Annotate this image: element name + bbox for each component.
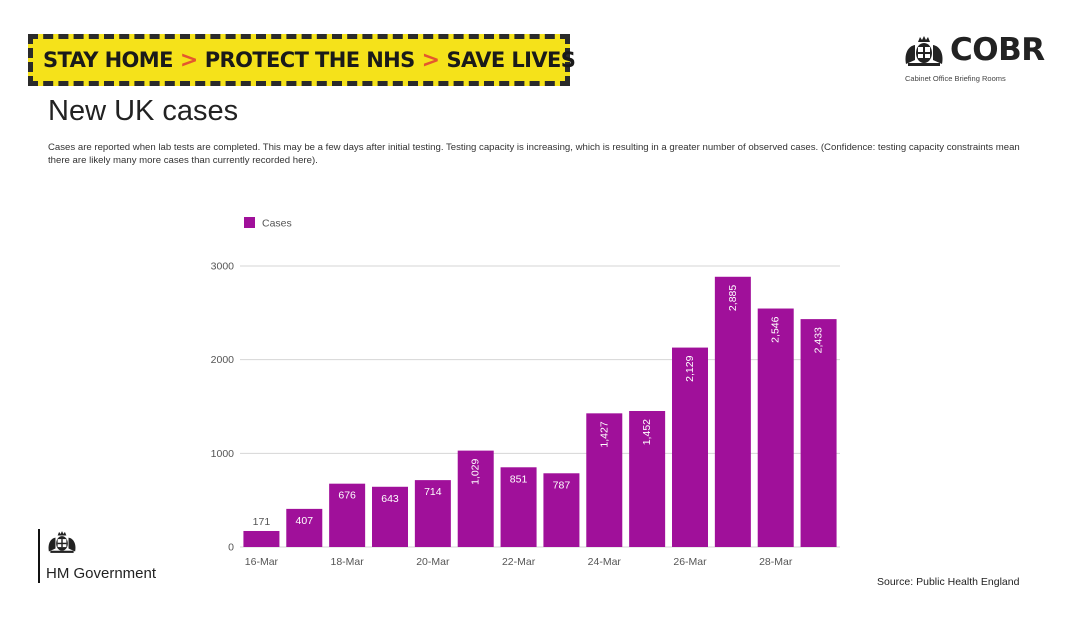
bar bbox=[286, 508, 323, 547]
x-tick-label: 18-Mar bbox=[331, 556, 365, 568]
legend-swatch bbox=[244, 217, 255, 228]
royal-crest-icon bbox=[905, 36, 943, 66]
bar bbox=[457, 450, 494, 547]
data-label: 851 bbox=[510, 473, 528, 485]
bars bbox=[243, 276, 837, 547]
x-tick-label: 28-Mar bbox=[759, 556, 793, 568]
x-tick-label: 20-Mar bbox=[416, 556, 450, 568]
chevron-right-icon: > bbox=[179, 47, 198, 73]
data-label: 643 bbox=[381, 493, 399, 505]
data-label: 171 bbox=[253, 516, 271, 528]
x-tick-label: 26-Mar bbox=[673, 556, 707, 568]
slogan-part-3: SAVE LIVES bbox=[446, 48, 576, 72]
bar bbox=[329, 483, 366, 547]
y-tick-label: 1000 bbox=[211, 448, 235, 460]
data-label: 407 bbox=[296, 515, 314, 527]
hm-government-name: HM Government bbox=[46, 565, 157, 582]
bar bbox=[672, 347, 708, 547]
x-axis-ticks: 16-Mar 18-Mar 20-Mar 22-Mar 24-Mar 26-Mar 28-M… bbox=[245, 556, 793, 568]
bar bbox=[629, 410, 666, 547]
data-label: 1,452 bbox=[641, 419, 653, 445]
royal-crest-icon bbox=[48, 531, 76, 553]
bar bbox=[757, 308, 794, 547]
data-label: 1,029 bbox=[470, 458, 482, 484]
data-label: 2,546 bbox=[770, 316, 782, 342]
y-tick-label: 3000 bbox=[211, 261, 235, 273]
bar bbox=[714, 276, 751, 547]
data-label: 1,427 bbox=[598, 421, 610, 447]
bar bbox=[414, 480, 451, 547]
bar bbox=[543, 473, 580, 547]
data-labels: 171 407 676 643 714 1,029 851 787 1,427 1,452 2,12… bbox=[253, 285, 825, 528]
data-label: 2,433 bbox=[813, 327, 825, 353]
bar bbox=[800, 319, 837, 547]
x-tick-label: 22-Mar bbox=[502, 556, 536, 568]
cobr-subtitle: Cabinet Office Briefing Rooms bbox=[905, 74, 1006, 83]
cobr-logo: COBR Cabinet Office Briefing Rooms bbox=[900, 32, 1060, 94]
page-title: New UK cases bbox=[48, 95, 239, 127]
data-label: 676 bbox=[338, 490, 356, 502]
data-label: 2,129 bbox=[684, 355, 696, 381]
bar bbox=[243, 530, 280, 547]
slogan-part-2: PROTECT THE NHS bbox=[204, 48, 416, 72]
bar bbox=[500, 467, 537, 547]
y-tick-label: 0 bbox=[228, 542, 234, 554]
legend-label: Cases bbox=[262, 218, 292, 230]
y-axis-ticks: 0 1000 2000 3000 bbox=[211, 261, 235, 554]
data-label: 714 bbox=[424, 486, 442, 498]
x-tick-label: 24-Mar bbox=[588, 556, 622, 568]
page-description: Cases are reported when lab tests are co… bbox=[48, 142, 1020, 166]
x-tick-label: 16-Mar bbox=[245, 556, 279, 568]
source-note: Source: Public Health England bbox=[877, 576, 1020, 588]
hm-government-rule bbox=[38, 529, 40, 583]
cobr-name: COBR bbox=[950, 32, 1045, 68]
slogan-banner: STAY HOME > PROTECT THE NHS > SAVE LIVES bbox=[28, 34, 576, 86]
bar bbox=[586, 413, 623, 547]
data-label: 787 bbox=[553, 479, 571, 491]
y-tick-label: 2000 bbox=[211, 354, 235, 366]
chevron-right-icon: > bbox=[421, 47, 440, 73]
slogan-part-1: STAY HOME bbox=[43, 48, 173, 72]
bar bbox=[372, 486, 408, 547]
data-label: 2,885 bbox=[727, 285, 739, 311]
chart-legend: Cases bbox=[244, 217, 292, 230]
